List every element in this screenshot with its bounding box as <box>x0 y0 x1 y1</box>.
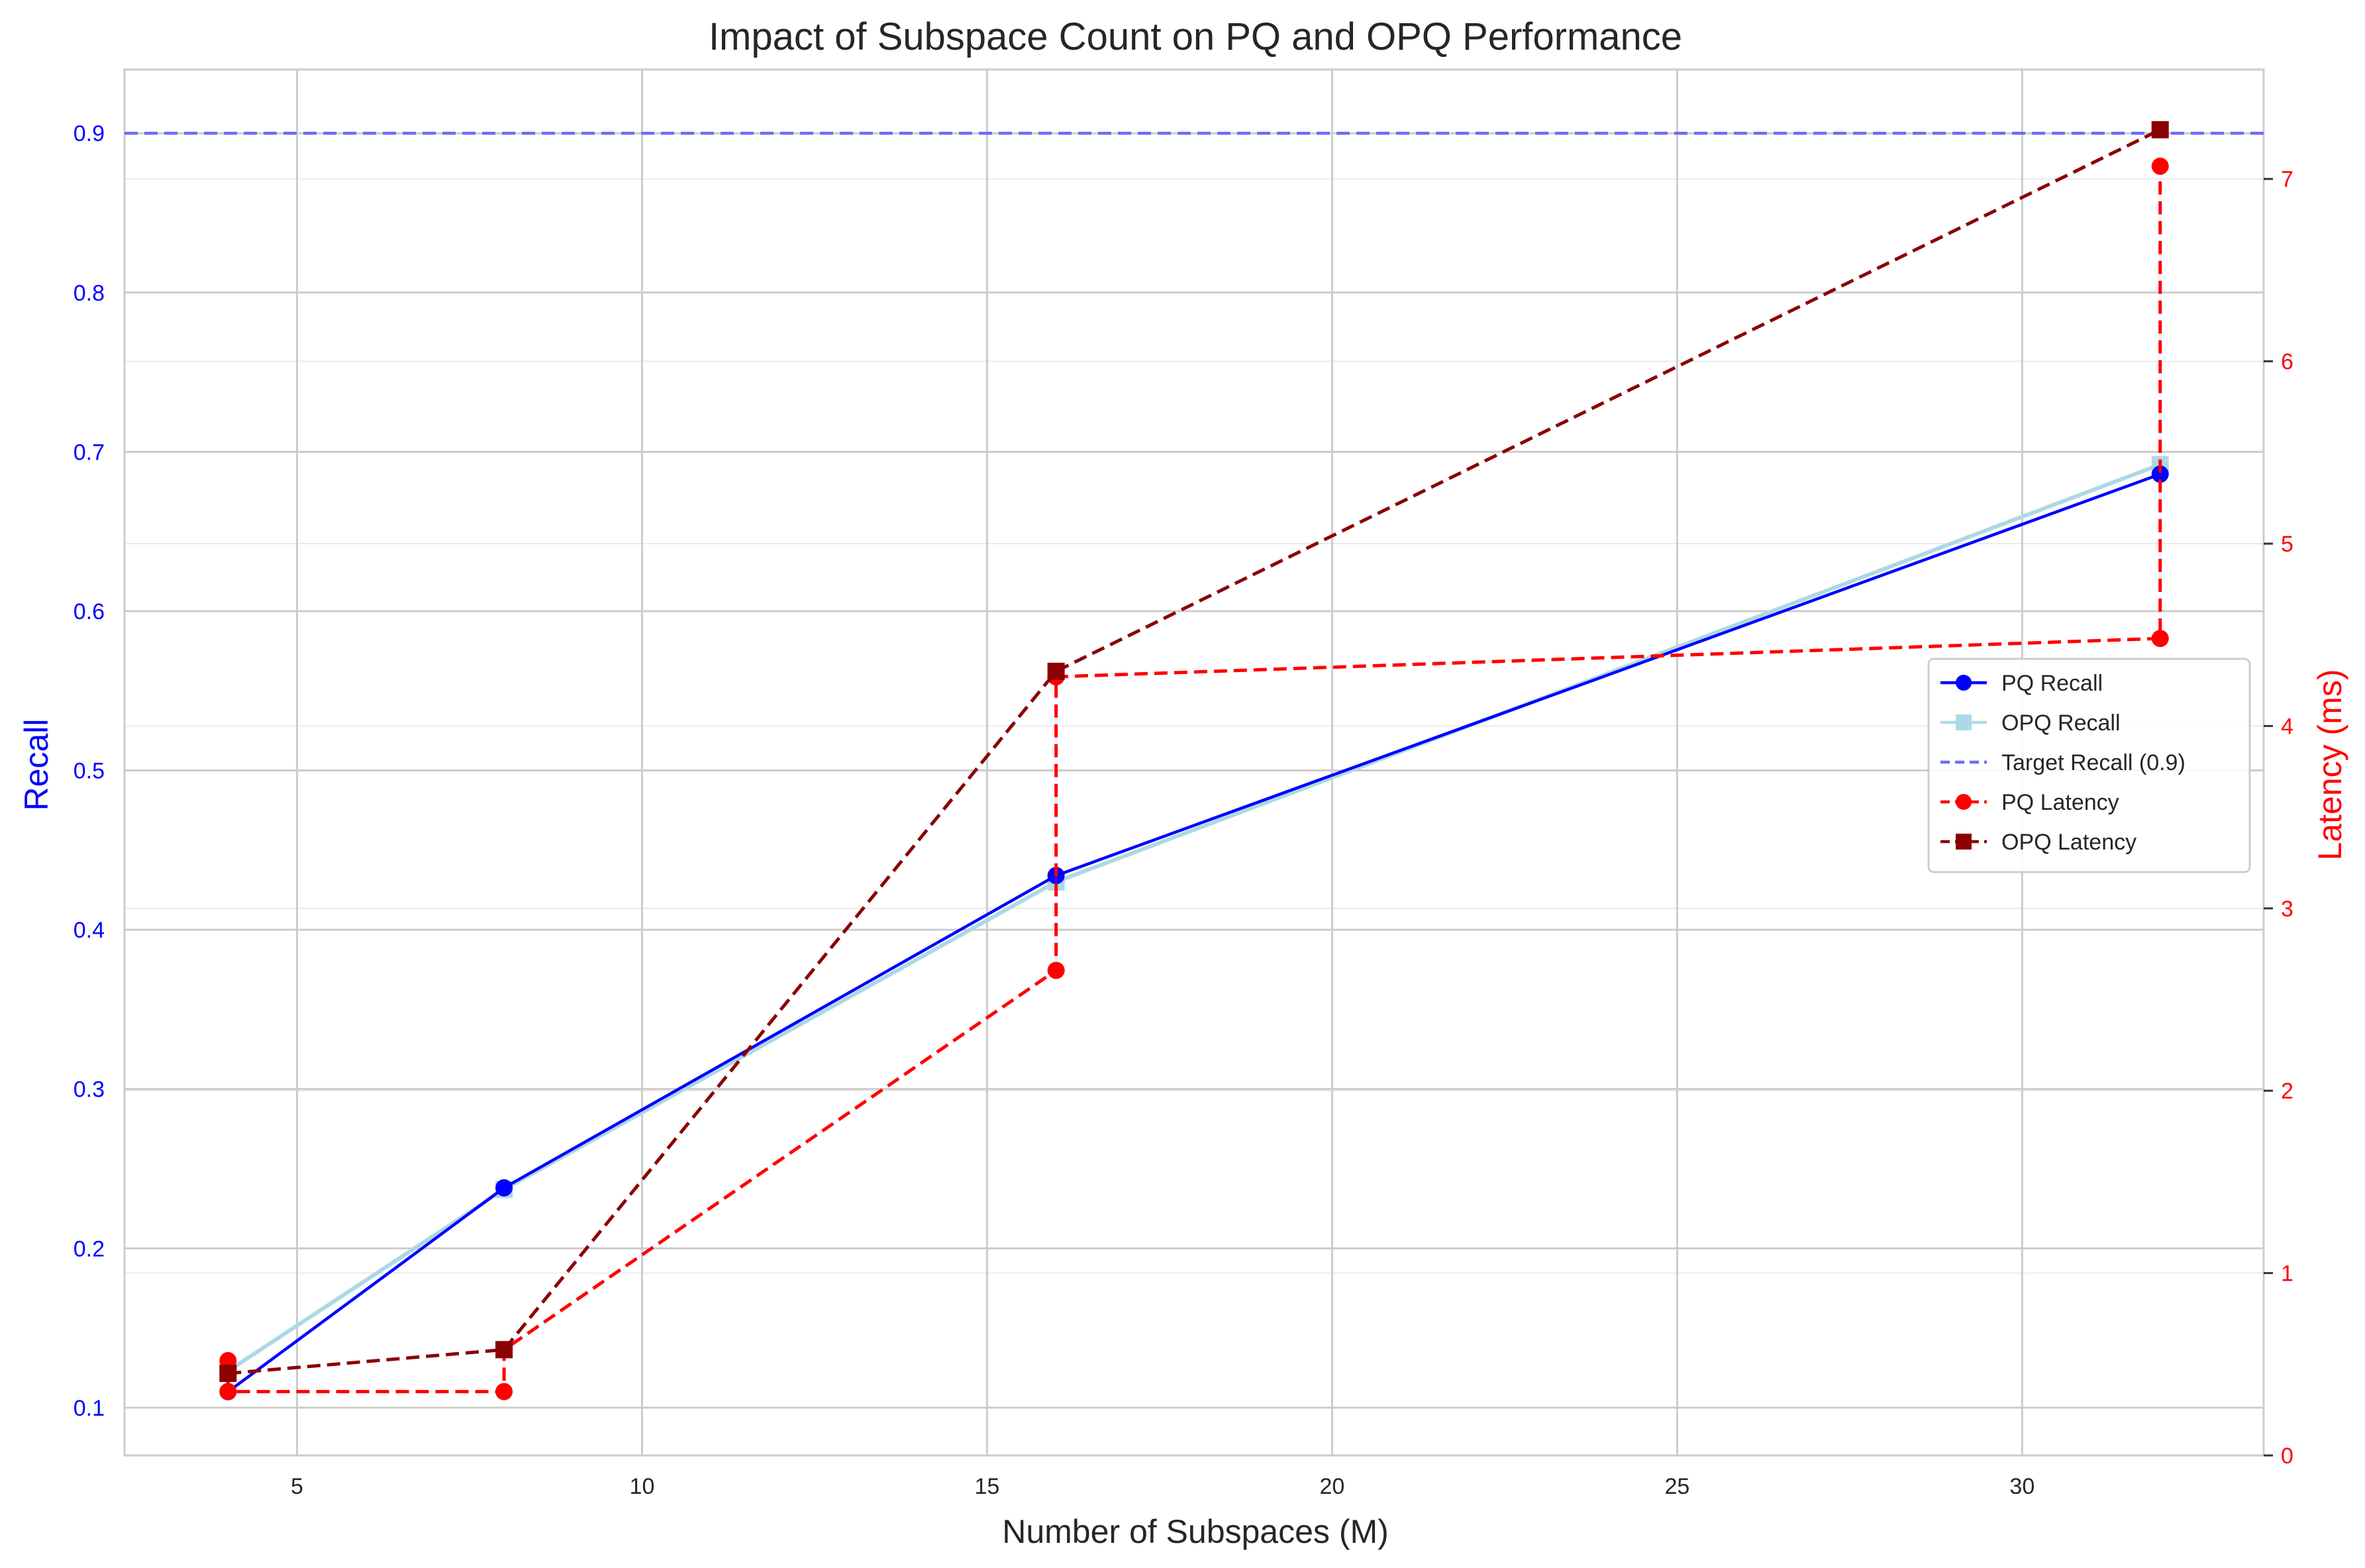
x-tick-label-0: 5 <box>291 1474 303 1499</box>
y-right-tick-label-5: 5 <box>2281 532 2293 557</box>
y-left-tick-label-7: 0.8 <box>74 281 105 306</box>
y-axis-label-right: Latency (ms) <box>2311 669 2348 861</box>
pq-latency-line <box>226 166 2162 1394</box>
pq-recall-point-3 <box>2151 466 2169 483</box>
legend: PQ Recall OPQ Recall Target Recall (0.9) PQ… <box>1927 658 2251 873</box>
y-left-tick-label-6: 0.7 <box>74 440 105 465</box>
pq-latency-point-6 <box>2151 630 2169 648</box>
legend-label-pq-recall: PQ Recall <box>2001 671 2103 696</box>
pq-recall-line <box>226 472 2161 1393</box>
chart-title: Impact of Subspace Count on PQ and OPQ P… <box>709 15 1682 58</box>
tick-labels: 5 10 15 20 25 300.10.20.30.40.50.60.70.80.901… <box>74 121 2293 1499</box>
y-right-tick-label-6: 6 <box>2281 350 2293 375</box>
y-right-tick-label-4: 4 <box>2281 714 2293 739</box>
legend-marker-opq-recall <box>1956 714 1972 730</box>
pq-latency-point-4 <box>1047 961 1065 979</box>
pq-latency-point-7 <box>2151 157 2169 175</box>
legend-label-opq-recall: OPQ Recall <box>2001 710 2121 736</box>
y-left-tick-label-1: 0.2 <box>74 1236 105 1261</box>
opq-latency-point-3 <box>2151 121 2169 138</box>
axes <box>123 68 2273 1457</box>
x-axis-label: Number of Subspaces (M) <box>1002 1513 1389 1550</box>
opq-latency-point-1 <box>495 1341 513 1359</box>
legend-marker-pq-latency <box>1956 794 1972 810</box>
y-right-tick-label-2: 2 <box>2281 1079 2293 1104</box>
x-tick-label-2: 15 <box>975 1474 1000 1499</box>
y-right-tick-label-0: 0 <box>2281 1444 2293 1469</box>
legend-label-target-recall-0-9: Target Recall (0.9) <box>2001 750 2186 775</box>
y-left-tick-label-3: 0.4 <box>74 918 105 943</box>
plot-frame <box>123 68 2265 1457</box>
x-tick-label-4: 25 <box>1664 1474 1689 1499</box>
y-left-tick-label-4: 0.5 <box>74 759 105 784</box>
x-tick-label-1: 10 <box>630 1474 655 1499</box>
x-tick-label-3: 20 <box>1319 1474 1344 1499</box>
y-right-tick-label-1: 1 <box>2281 1261 2293 1287</box>
opq-latency-point-2 <box>1047 662 1065 680</box>
series-layer <box>125 121 2264 1400</box>
pq-latency-point-1 <box>219 1383 237 1400</box>
pq-latency-point-2 <box>495 1383 513 1400</box>
legend-marker-opq-latency <box>1956 834 1972 850</box>
legend-label-opq-latency: OPQ Latency <box>2001 830 2137 855</box>
opq-latency-point-0 <box>219 1365 237 1383</box>
y-right-tick-label-7: 7 <box>2281 167 2293 192</box>
y-left-tick-label-8: 0.9 <box>74 121 105 146</box>
legend-marker-pq-recall <box>1956 675 1972 691</box>
legend-box <box>1927 658 2251 873</box>
opq-recall-line <box>226 462 2161 1373</box>
y-right-tick-label-3: 3 <box>2281 897 2293 922</box>
x-tick-label-5: 30 <box>2009 1474 2035 1499</box>
pq-recall-point-1 <box>495 1179 513 1197</box>
legend-label-pq-latency: PQ Latency <box>2001 790 2119 815</box>
y-left-tick-label-5: 0.6 <box>74 599 105 624</box>
y-left-tick-label-2: 0.3 <box>74 1077 105 1102</box>
y-left-tick-label-0: 0.1 <box>74 1396 105 1421</box>
grid <box>125 70 2264 1456</box>
y-axis-label-left: Recall <box>18 719 55 811</box>
